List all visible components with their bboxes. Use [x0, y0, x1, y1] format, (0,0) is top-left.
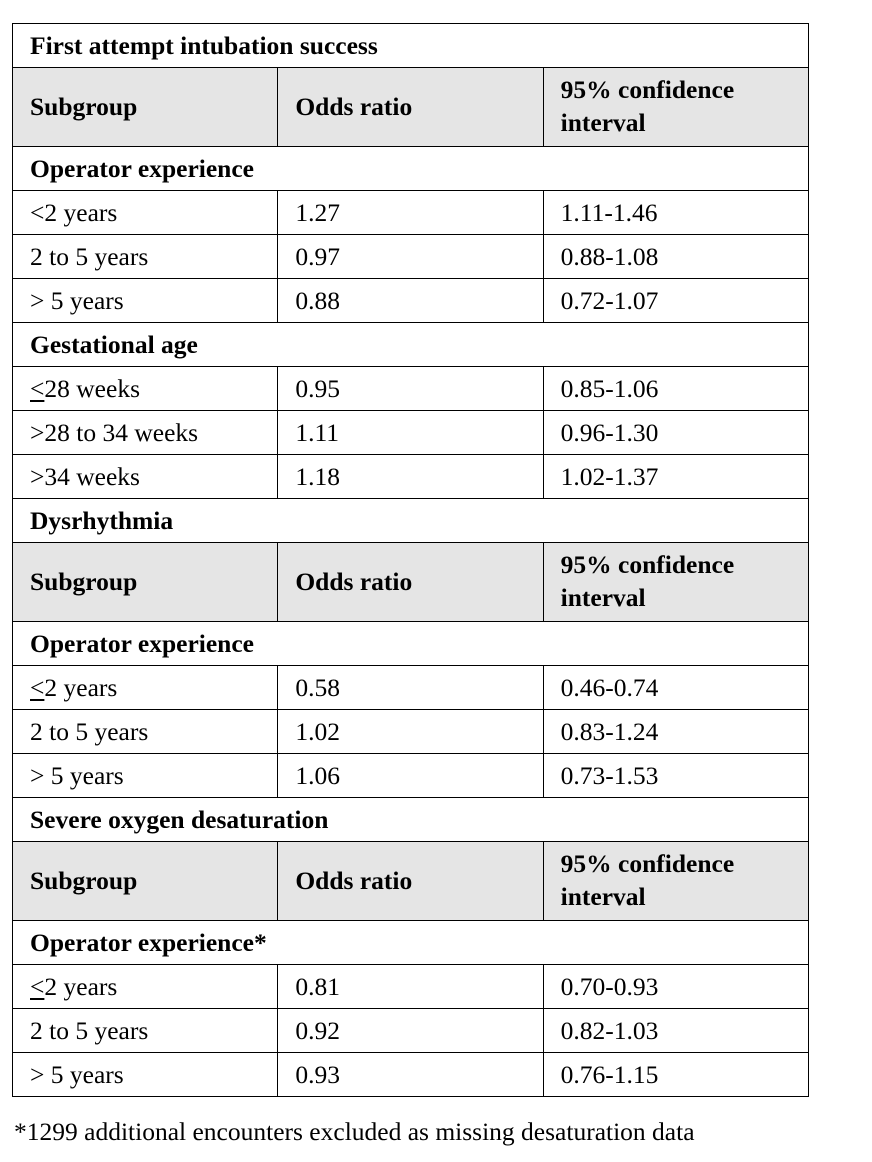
table-row: 2 to 5 years 0.97 0.88-1.08	[11, 234, 810, 279]
cell-subgroup: <28 weeks	[11, 366, 279, 411]
cell-odds-ratio: 1.27	[277, 190, 544, 235]
cell-confidence-interval: 0.72-1.07	[542, 278, 810, 323]
header-confidence-interval: 95% confidence interval	[542, 841, 810, 921]
less-or-equal-sign: <	[30, 373, 45, 403]
cell-subgroup: 2 to 5 years	[11, 234, 279, 279]
cell-subgroup: > 5 years	[11, 753, 279, 798]
subgroup-odds-table: First attempt intubation success Subgroup…	[11, 23, 810, 1097]
less-or-equal-sign: <	[30, 971, 45, 1001]
section-title: First attempt intubation success	[12, 23, 809, 68]
table-row: <2 years 0.81 0.70-0.93	[11, 964, 810, 1009]
cell-confidence-interval: 0.83-1.24	[542, 709, 810, 754]
group-label-row: Gestational age	[12, 322, 809, 367]
header-subgroup: Subgroup	[11, 542, 279, 622]
cell-confidence-interval: 0.76-1.15	[542, 1052, 810, 1097]
table-row: <2 years 1.27 1.11-1.46	[11, 190, 810, 235]
cell-odds-ratio: 0.93	[277, 1052, 544, 1097]
section-title-row: Severe oxygen desaturation	[12, 797, 809, 842]
cell-confidence-interval: 1.02-1.37	[542, 454, 810, 499]
cell-subgroup: >28 to 34 weeks	[11, 410, 279, 455]
header-confidence-interval: 95% confidence interval	[542, 542, 810, 622]
cell-subgroup: > 5 years	[11, 1052, 279, 1097]
header-confidence-interval: 95% confidence interval	[542, 67, 810, 147]
group-label: Operator experience*	[12, 920, 809, 965]
section-title-row: Dysrhythmia	[12, 498, 809, 543]
table-row: > 5 years 0.93 0.76-1.15	[11, 1052, 810, 1097]
group-label-row: Operator experience	[12, 146, 809, 191]
table-row: > 5 years 1.06 0.73-1.53	[11, 753, 810, 798]
cell-odds-ratio: 0.88	[277, 278, 544, 323]
section-title: Dysrhythmia	[12, 498, 809, 543]
cell-confidence-interval: 0.96-1.30	[542, 410, 810, 455]
cell-subgroup: >34 weeks	[11, 454, 279, 499]
cell-odds-ratio: 0.58	[277, 665, 544, 710]
table-row: 2 to 5 years 1.02 0.83-1.24	[11, 709, 810, 754]
cell-odds-ratio: 0.95	[277, 366, 544, 411]
header-subgroup: Subgroup	[11, 841, 279, 921]
group-label: Gestational age	[12, 322, 809, 367]
cell-confidence-interval: 0.46-0.74	[542, 665, 810, 710]
cell-odds-ratio: 1.02	[277, 709, 544, 754]
cell-subgroup: <2 years	[11, 964, 279, 1009]
column-header-row: Subgroup Odds ratio 95% confidence interva…	[11, 841, 810, 921]
table-row: >28 to 34 weeks 1.11 0.96-1.30	[11, 410, 810, 455]
column-header-row: Subgroup Odds ratio 95% confidence interva…	[11, 542, 810, 622]
cell-confidence-interval: 0.70-0.93	[542, 964, 810, 1009]
column-header-row: Subgroup Odds ratio 95% confidence interva…	[11, 67, 810, 147]
group-label: Operator experience	[12, 146, 809, 191]
cell-odds-ratio: 1.18	[277, 454, 544, 499]
cell-odds-ratio: 0.81	[277, 964, 544, 1009]
table-body: First attempt intubation success Subgroup…	[11, 23, 810, 1097]
section-title: Severe oxygen desaturation	[12, 797, 809, 842]
less-or-equal-sign: <	[30, 672, 45, 702]
section-title-row: First attempt intubation success	[12, 23, 809, 68]
cell-odds-ratio: 0.92	[277, 1008, 544, 1053]
cell-subgroup: 2 to 5 years	[11, 1008, 279, 1053]
cell-subgroup: 2 to 5 years	[11, 709, 279, 754]
cell-confidence-interval: 0.85-1.06	[542, 366, 810, 411]
table-row: <28 weeks 0.95 0.85-1.06	[11, 366, 810, 411]
header-odds-ratio: Odds ratio	[277, 67, 544, 147]
group-label-row: Operator experience	[12, 621, 809, 666]
cell-subgroup: <2 years	[11, 665, 279, 710]
group-label-row: Operator experience*	[12, 920, 809, 965]
header-subgroup: Subgroup	[11, 67, 279, 147]
cell-confidence-interval: 0.88-1.08	[542, 234, 810, 279]
cell-confidence-interval: 0.82-1.03	[542, 1008, 810, 1053]
header-odds-ratio: Odds ratio	[277, 841, 544, 921]
cell-confidence-interval: 0.73-1.53	[542, 753, 810, 798]
table-row: 2 to 5 years 0.92 0.82-1.03	[11, 1008, 810, 1053]
footnote: *1299 additional encounters excluded as …	[14, 1117, 695, 1146]
table-row: >34 weeks 1.18 1.02-1.37	[11, 454, 810, 499]
cell-subgroup: > 5 years	[11, 278, 279, 323]
cell-odds-ratio: 0.97	[277, 234, 544, 279]
cell-odds-ratio: 1.11	[277, 410, 544, 455]
table-row: > 5 years 0.88 0.72-1.07	[11, 278, 810, 323]
cell-confidence-interval: 1.11-1.46	[542, 190, 810, 235]
table-row: <2 years 0.58 0.46-0.74	[11, 665, 810, 710]
cell-subgroup: <2 years	[11, 190, 279, 235]
cell-odds-ratio: 1.06	[277, 753, 544, 798]
group-label: Operator experience	[12, 621, 809, 666]
header-odds-ratio: Odds ratio	[277, 542, 544, 622]
